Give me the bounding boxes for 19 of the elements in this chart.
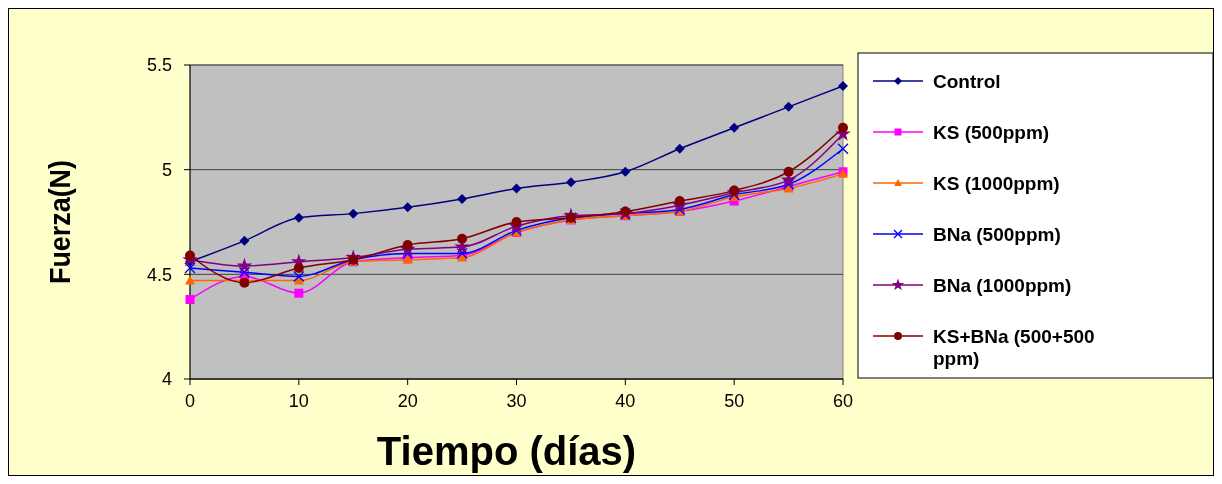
legend-label: BNa (1000ppm) [933,274,1072,296]
y-tick-label: 4 [161,369,172,390]
y-tick-label: 4.5 [146,264,172,285]
legend-label: BNa (500ppm) [933,223,1061,245]
x-tick-label: 50 [724,391,745,411]
legend-label: Control [933,70,1001,92]
y-axis-title: Fuerza(N) [43,145,76,284]
y-tick-label: 5 [161,159,172,180]
legend-label: KS (1000ppm) [933,172,1060,194]
x-tick-label: 60 [832,391,854,411]
x-tick-label: 0 [184,391,196,411]
legend-label: KS (500ppm) [933,121,1050,143]
y-tick-label: 5.5 [146,55,172,76]
x-tick-label: 20 [397,391,418,411]
x-axis-title: Tiempo (días) [376,429,637,473]
legend-label: KS+BNa (500+500 ppm) [933,325,1095,370]
x-tick-label: 30 [506,391,527,411]
x-tick-label: 40 [615,391,636,411]
x-tick-label: 10 [288,391,309,411]
